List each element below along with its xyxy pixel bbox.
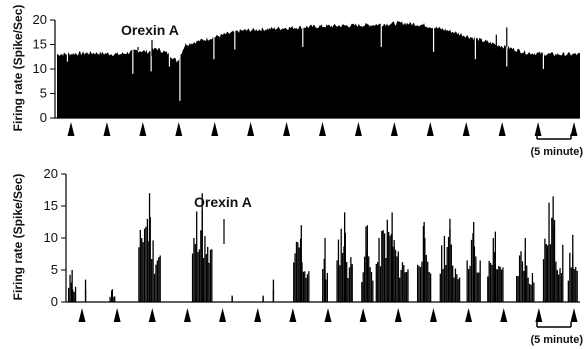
y-tick-label: 0 (51, 294, 58, 309)
arrowhead (465, 308, 473, 322)
bottom-y-ticks: 0 5 10 15 20 (44, 166, 66, 309)
y-tick-label: 10 (33, 61, 47, 76)
top-panel: Firing rate (Spike/Sec) 0 5 10 15 20 Orexin … (11, 5, 583, 158)
arrowhead (211, 122, 219, 136)
y-tick-label: 15 (33, 37, 47, 52)
y-tick-label: 0 (40, 110, 47, 125)
top-trace-spikes (137, 27, 508, 51)
firing-burst (109, 289, 116, 302)
firing-burst (375, 212, 409, 302)
bottom-firing-bursts (68, 193, 578, 302)
y-tick-label: 5 (40, 86, 47, 101)
top-y-ticks: 0 5 10 15 20 (33, 12, 55, 125)
arrowhead (67, 122, 75, 136)
arrowhead (289, 308, 297, 322)
y-tick-label: 20 (44, 166, 58, 181)
top-orexin-label: Orexin A (121, 22, 179, 38)
arrowhead (183, 308, 191, 322)
bottom-arrowheads (78, 308, 578, 322)
arrowhead (103, 122, 111, 136)
firing-burst (138, 193, 161, 302)
arrowhead (354, 122, 362, 136)
arrowhead (324, 308, 332, 322)
arrowhead (500, 308, 508, 322)
arrowhead (394, 308, 402, 322)
firing-burst (542, 196, 564, 302)
top-scale-bar-label: (5 minute) (530, 146, 583, 158)
firing-burst (322, 238, 329, 302)
firing-burst (293, 225, 310, 302)
arrowhead (113, 308, 121, 322)
bottom-y-axis-label: Firing rate (Spike/Sec) (11, 174, 25, 301)
top-trace-dips (66, 21, 544, 101)
y-tick-label: 20 (33, 12, 47, 27)
firing-burst (466, 222, 481, 302)
arrowhead (498, 122, 506, 136)
firing-burst (439, 218, 461, 302)
arrowhead (570, 122, 578, 136)
y-tick-label: 15 (44, 198, 58, 213)
arrowhead (247, 122, 255, 136)
arrowhead (148, 308, 156, 322)
firing-burst (516, 238, 535, 302)
y-tick-label: 10 (44, 230, 58, 245)
arrowhead (390, 122, 398, 136)
firing-burst (487, 231, 504, 302)
bottom-panel: Firing rate (Spike/Sec) 0 5 10 15 20 Orexin … (11, 166, 583, 346)
top-y-axis-label: Firing rate (Spike/Sec) (11, 5, 25, 132)
top-arrowheads (67, 122, 578, 136)
arrowhead (429, 308, 437, 322)
arrowhead (462, 122, 470, 136)
firing-burst (336, 212, 353, 302)
arrowhead (175, 122, 183, 136)
arrowhead (535, 308, 543, 322)
arrowhead (359, 308, 367, 322)
arrowhead (319, 122, 326, 136)
firing-burst (191, 193, 213, 302)
firing-burst (68, 270, 77, 302)
arrowhead (570, 308, 578, 322)
bottom-orexin-label: Orexin A (194, 194, 252, 210)
arrowhead (219, 308, 227, 322)
firing-burst (567, 234, 578, 302)
arrowhead (254, 308, 262, 322)
top-firing-trace (57, 21, 580, 118)
arrowhead (139, 122, 147, 136)
firing-burst (361, 225, 374, 302)
arrowhead (78, 308, 86, 322)
bottom-scale-bar-label: (5 minute) (530, 334, 583, 346)
firing-burst (416, 222, 432, 302)
arrowhead (534, 122, 542, 136)
arrowhead (426, 122, 434, 136)
y-tick-label: 5 (51, 262, 58, 277)
arrowhead (283, 122, 291, 136)
